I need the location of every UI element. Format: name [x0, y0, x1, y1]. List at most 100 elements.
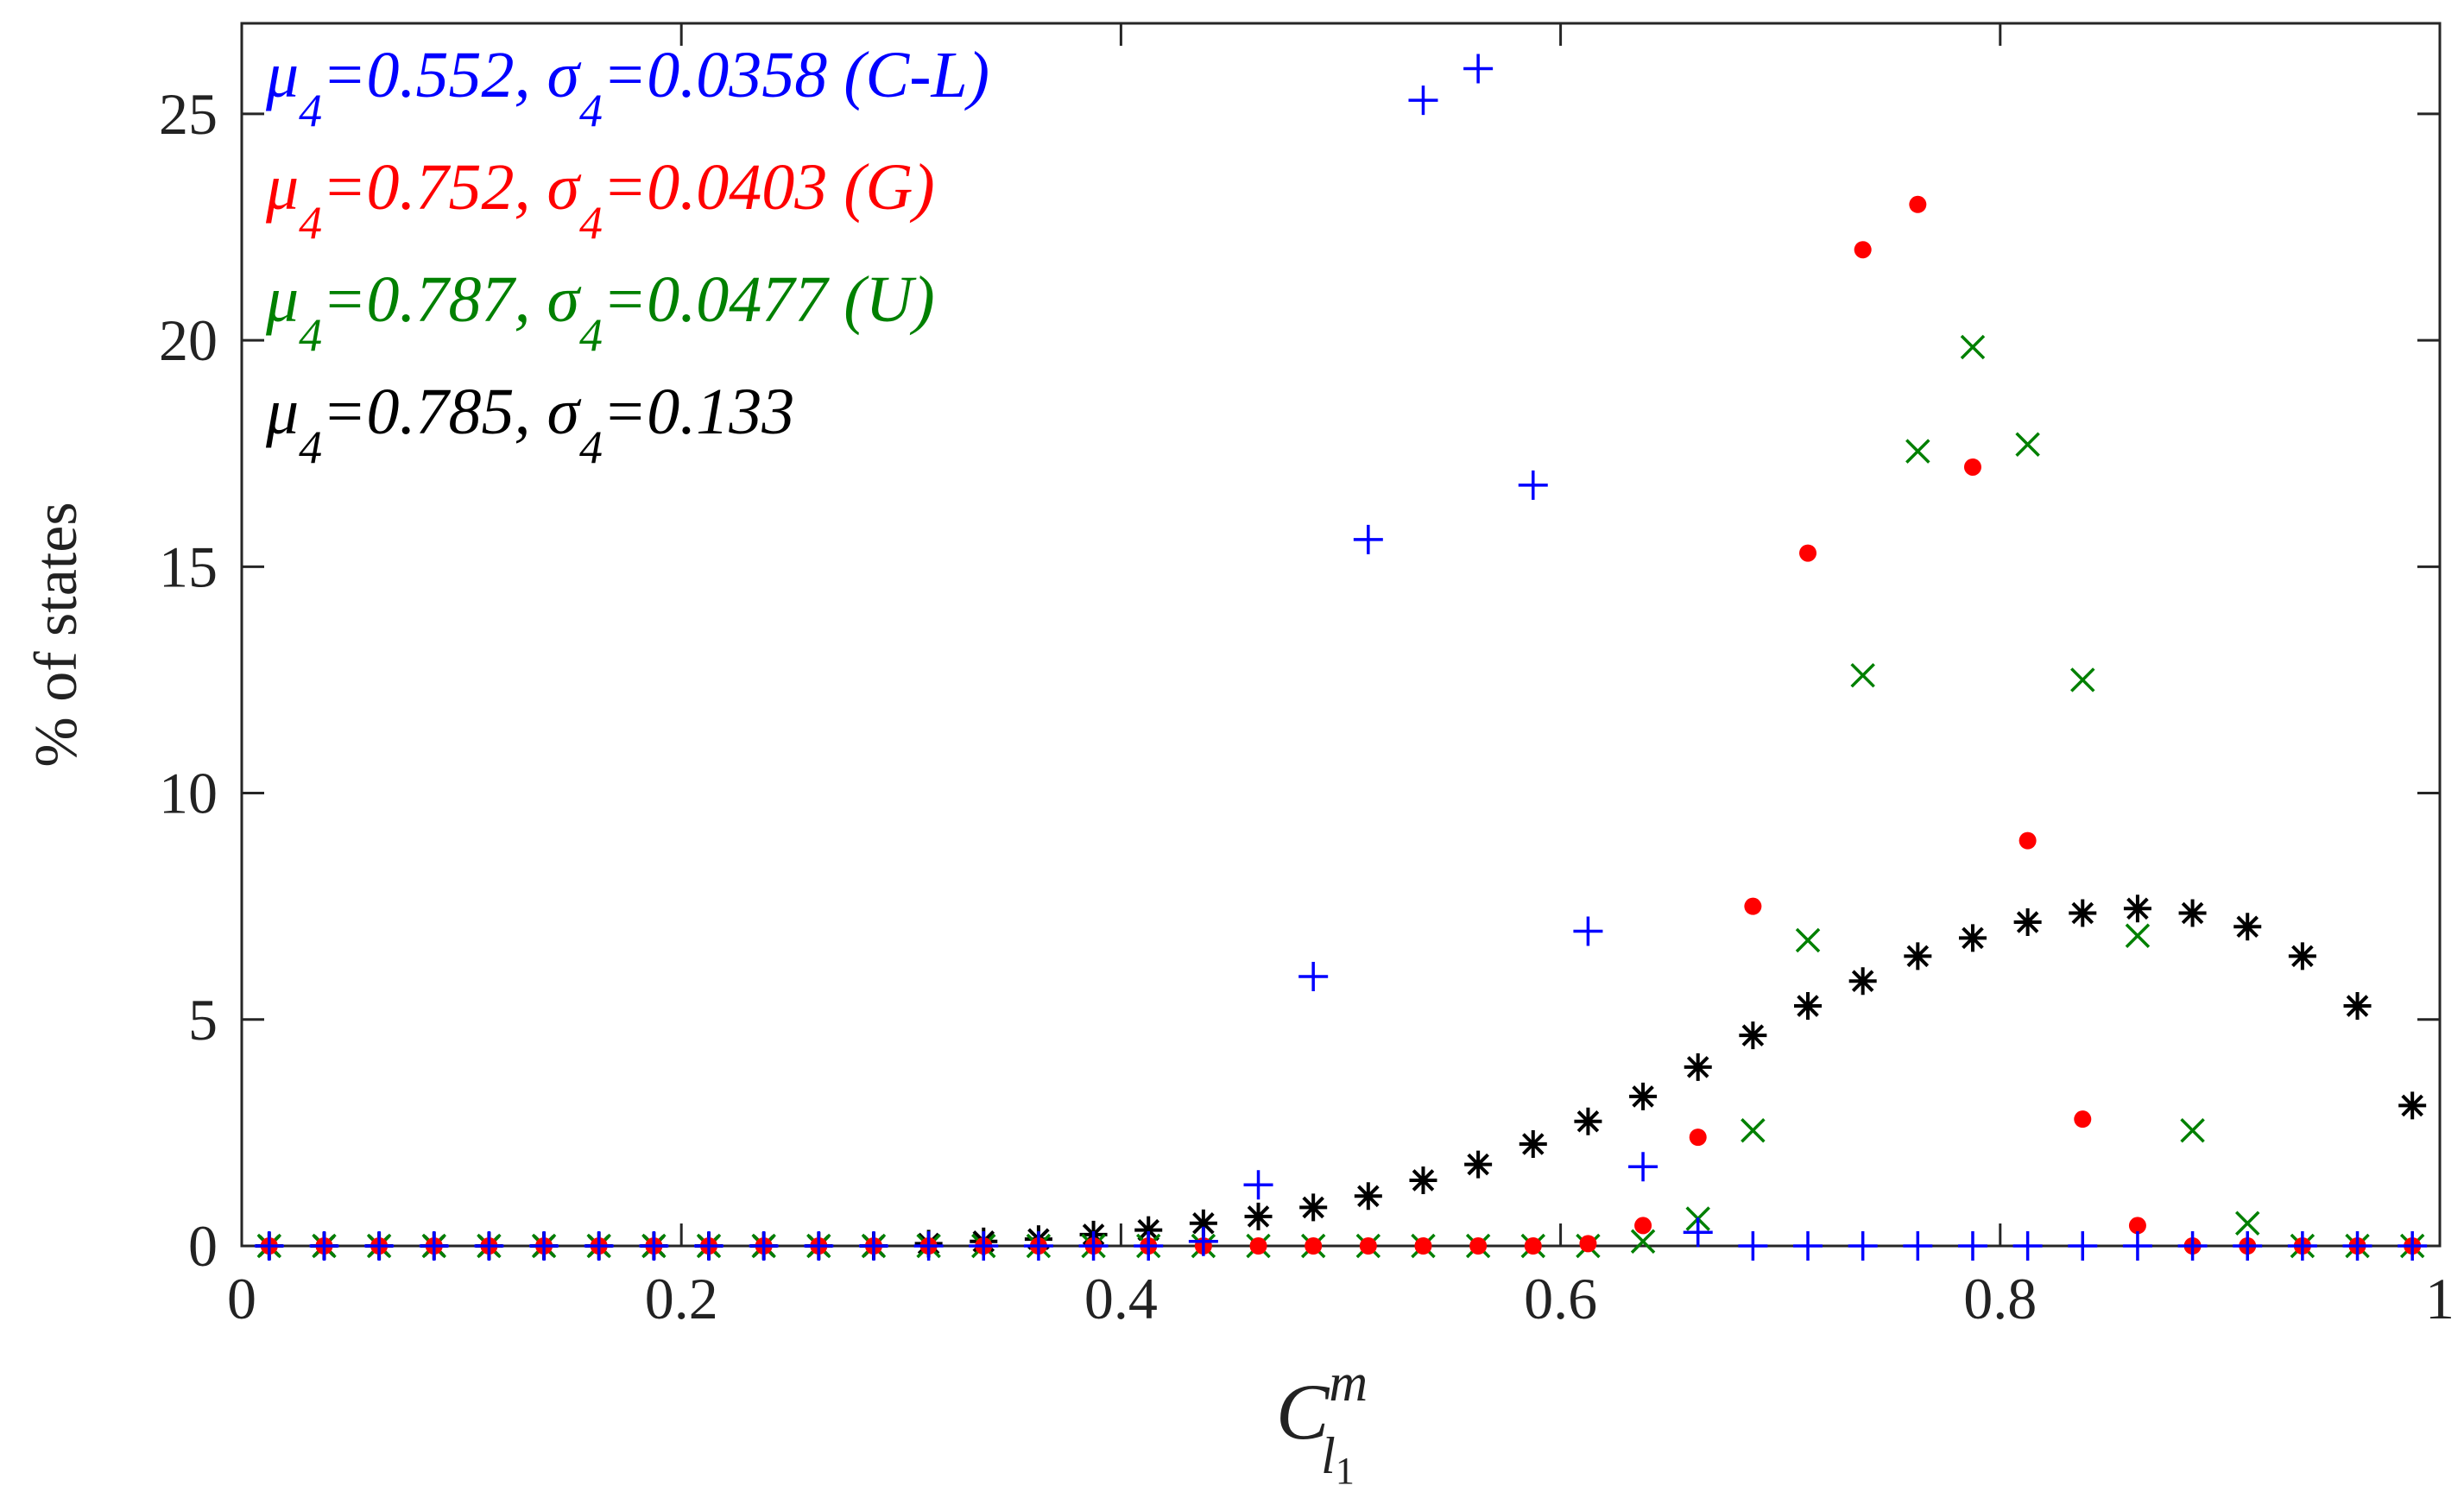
marker-all [1189, 1209, 1217, 1237]
marker-g [1854, 241, 1872, 259]
marker-c-l [1518, 470, 1548, 500]
marker-all [1794, 992, 1823, 1021]
marker-c-l [1903, 1231, 1933, 1261]
marker-c-l [1463, 54, 1494, 84]
marker-c-l [2287, 1231, 2317, 1261]
marker-all [1409, 1166, 1437, 1194]
marker-c-l [694, 1231, 724, 1261]
marker-u [1741, 1118, 1766, 1143]
y-axis-label: % of states [23, 502, 90, 767]
marker-c-l [364, 1231, 395, 1261]
marker-u [2234, 1211, 2260, 1236]
marker-g [1634, 1217, 1652, 1235]
legend: μ4=0.552, σ4=0.0358 (C-L) μ4=0.752, σ4=0.… [265, 39, 989, 473]
marker-all [2123, 895, 2151, 923]
legend-entry: μ4=0.785, σ4=0.133 [265, 376, 794, 473]
y-tick-label: 15 [159, 534, 218, 599]
x-tick-label: 0.2 [645, 1266, 718, 1331]
marker-all [1464, 1150, 1493, 1179]
legend-entry: μ4=0.752, σ4=0.0403 (G) [265, 151, 935, 249]
marker-u [1630, 1229, 1656, 1254]
marker-c-l [1243, 1170, 1273, 1200]
marker-u [1850, 662, 1875, 688]
marker-all [1519, 1130, 1547, 1158]
marker-g [1305, 1237, 1323, 1255]
plot-frame [240, 22, 2442, 1248]
x-tick-label: 1 [2425, 1266, 2455, 1331]
marker-g [1359, 1237, 1377, 1255]
marker-c-l [1408, 85, 1438, 116]
x-label-base: C [1276, 1368, 1330, 1456]
marker-c-l [254, 1231, 284, 1261]
marker-g [1414, 1237, 1432, 1255]
marker-c-l [1353, 524, 1383, 554]
marker-c-l [804, 1231, 834, 1261]
marker-c-l [529, 1231, 559, 1261]
marker-u [1960, 334, 1986, 360]
marker-c-l [749, 1231, 779, 1261]
marker-all [1134, 1216, 1163, 1244]
legend-entry: μ4=0.552, σ4=0.0358 (C-L) [265, 39, 989, 136]
marker-c-l [2342, 1231, 2372, 1261]
marker-all [1574, 1107, 1602, 1135]
marker-c-l [474, 1231, 504, 1261]
marker-c-l [1683, 1217, 1713, 1248]
x-label-subscript: l [1321, 1427, 1336, 1484]
marker-all [1684, 1053, 1712, 1081]
data-markers [254, 54, 2428, 1261]
marker-u [1795, 927, 1821, 953]
marker-c-l [969, 1231, 999, 1261]
marker-c-l [1738, 1231, 1768, 1261]
marker-c-l [1628, 1152, 1658, 1182]
marker-g [2128, 1217, 2146, 1235]
marker-c-l [2012, 1231, 2043, 1261]
marker-c-l [2068, 1231, 2098, 1261]
marker-c-l [858, 1231, 888, 1261]
x-tick-label: 0.8 [1963, 1266, 2037, 1331]
marker-g [2074, 1110, 2092, 1129]
marker-c-l [1023, 1231, 1053, 1261]
marker-c-l [584, 1231, 614, 1261]
marker-g [2019, 831, 2037, 850]
x-tick-label: 0 [227, 1266, 256, 1331]
marker-all [1629, 1082, 1658, 1110]
marker-c-l [309, 1231, 339, 1261]
y-tick-label: 10 [159, 761, 218, 826]
marker-c-l [2398, 1231, 2428, 1261]
marker-all [1354, 1182, 1382, 1211]
marker-c-l [419, 1231, 449, 1261]
marker-c-l [1793, 1231, 1823, 1261]
legend-entry: μ4=0.787, σ4=0.0477 (U) [265, 263, 935, 361]
marker-u [2125, 923, 2151, 948]
marker-c-l [1134, 1231, 1164, 1261]
x-axis-label: Cm l1 [1276, 1354, 1368, 1492]
marker-g [1579, 1235, 1597, 1253]
marker-all [1958, 924, 1987, 952]
axis-ticks [240, 23, 2442, 1248]
marker-g [1799, 544, 1817, 562]
marker-all [2069, 899, 2097, 927]
marker-c-l [2122, 1231, 2152, 1261]
marker-all [2178, 899, 2207, 927]
marker-all [1904, 942, 1932, 970]
x-tick-label: 0.6 [1524, 1266, 1597, 1331]
marker-u [1905, 439, 1930, 464]
marker-all [1244, 1202, 1273, 1230]
marker-c-l [639, 1231, 669, 1261]
marker-u [2015, 432, 2040, 457]
y-tick-label: 0 [188, 1213, 218, 1279]
marker-c-l [1957, 1231, 1987, 1261]
marker-u [2180, 1118, 2205, 1143]
marker-g [1689, 1129, 1707, 1147]
marker-c-l [1573, 916, 1603, 946]
marker-all [2288, 942, 2316, 970]
marker-g [1469, 1237, 1488, 1255]
marker-c-l [2177, 1231, 2208, 1261]
marker-all [1739, 1021, 1767, 1050]
marker-all [2233, 913, 2262, 941]
marker-c-l [1188, 1226, 1218, 1256]
marker-g [1909, 195, 1927, 213]
marker-c-l [2233, 1231, 2263, 1261]
